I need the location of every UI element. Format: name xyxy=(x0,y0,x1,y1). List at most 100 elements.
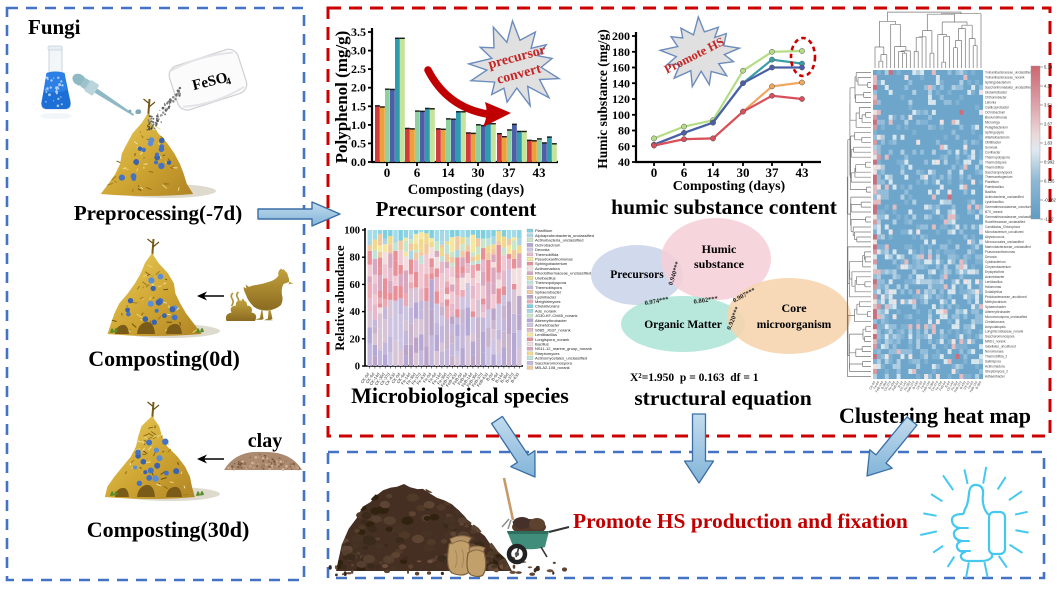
svg-text:X²=1.950 p = 0.163 df = 1: X²=1.950 p = 0.163 df = 1 xyxy=(630,372,759,384)
svg-text:37: 37 xyxy=(766,165,780,180)
svg-text:Composting(0d): Composting(0d) xyxy=(88,346,240,371)
svg-text:Chryseobacterium: Chryseobacterium xyxy=(985,265,1011,269)
svg-text:JG30-KF-CM45_norank: JG30-KF-CM45_norank xyxy=(535,313,577,318)
svg-text:Abyssicoccus: Abyssicoccus xyxy=(985,235,1005,239)
svg-text:30: 30 xyxy=(737,165,750,180)
svg-text:Polyphenol (mg/g): Polyphenol (mg/g) xyxy=(332,31,351,164)
svg-text:Sphaerobacter: Sphaerobacter xyxy=(985,305,1007,309)
svg-text:180: 180 xyxy=(612,45,630,59)
svg-text:humic substance content: humic substance content xyxy=(611,195,838,219)
svg-text:Actinomadura: Actinomadura xyxy=(535,266,560,271)
svg-text:14: 14 xyxy=(442,165,456,180)
svg-text:20: 20 xyxy=(350,334,361,345)
svg-text:0.974***: 0.974*** xyxy=(644,296,669,307)
svg-text:Fe-0d: Fe-0d xyxy=(422,371,433,383)
svg-text:CK-0d: CK-0d xyxy=(868,380,876,390)
svg-text:14: 14 xyxy=(707,165,721,180)
svg-text:Saccharimonadales_unclassified: Saccharimonadales_unclassified xyxy=(985,86,1032,90)
svg-text:140: 140 xyxy=(612,76,630,90)
svg-text:Actinomycetales_unclassified: Actinomycetales_unclassified xyxy=(535,356,587,361)
svg-text:CK-37d: CK-37d xyxy=(883,380,892,392)
svg-text:Chelativorans: Chelativorans xyxy=(985,320,1005,324)
svg-text:0.992: 0.992 xyxy=(1044,160,1055,165)
svg-text:60: 60 xyxy=(350,280,361,291)
svg-text:0.802***: 0.802*** xyxy=(693,295,718,305)
svg-text:FeB-14d: FeB-14d xyxy=(874,380,884,393)
svg-text:Actinomadura: Actinomadura xyxy=(985,365,1005,369)
svg-text:Oblitibacter: Oblitibacter xyxy=(985,140,1002,144)
svg-text:0.0: 0.0 xyxy=(351,155,366,169)
svg-text:Halomonas: Halomonas xyxy=(985,285,1002,289)
svg-text:Alphaproteobacteria_unclassifi: Alphaproteobacteria_unclassified xyxy=(535,233,594,238)
svg-text:6: 6 xyxy=(681,165,688,180)
svg-text:Ads_norank: Ads_norank xyxy=(535,308,556,313)
svg-text:Precursors: Precursors xyxy=(610,269,664,281)
svg-text:B-30d: B-30d xyxy=(499,371,510,384)
svg-text:Acinetobacter: Acinetobacter xyxy=(985,275,1005,279)
svg-text:Sphingopyxis: Sphingopyxis xyxy=(985,130,1004,134)
svg-text:Saccharomonospora: Saccharomonospora xyxy=(985,335,1015,339)
svg-text:Core: Core xyxy=(781,301,807,315)
svg-text:Melghirimyces: Melghirimyces xyxy=(535,299,561,304)
svg-text:Chelativorans: Chelativorans xyxy=(535,304,559,309)
svg-text:Fungi: Fungi xyxy=(28,15,81,39)
svg-text:microorganism: microorganism xyxy=(757,319,832,331)
svg-text:CK-0d: CK-0d xyxy=(963,380,971,390)
svg-text:Glutamicibacter: Glutamicibacter xyxy=(985,91,1008,95)
svg-text:Thermobifida_2: Thermobifida_2 xyxy=(985,355,1007,359)
svg-text:1.5: 1.5 xyxy=(351,99,366,113)
svg-text:Candidatus_Chloroploca: Candidatus_Chloroploca xyxy=(985,225,1020,229)
svg-text:B-37d: B-37d xyxy=(504,371,515,384)
svg-text:Humic substance (mg/g): Humic substance (mg/g) xyxy=(595,29,610,169)
svg-text:FeB-14d: FeB-14d xyxy=(969,380,979,393)
svg-text:Saccharomonospora: Saccharomonospora xyxy=(535,360,573,365)
svg-text:B-14d: B-14d xyxy=(494,371,505,384)
svg-text:Devosia: Devosia xyxy=(985,255,997,259)
svg-text:FeB-0d: FeB-0d xyxy=(891,380,900,391)
svg-text:Rhodothermaceae_unclassified: Rhodothermaceae_unclassified xyxy=(535,271,591,276)
svg-text:2.0: 2.0 xyxy=(351,81,366,95)
svg-text:Microvirga: Microvirga xyxy=(985,120,1000,124)
svg-text:0.5: 0.5 xyxy=(351,136,366,150)
svg-text:CK-0d: CK-0d xyxy=(390,371,401,384)
svg-text:Thermopolyspora: Thermopolyspora xyxy=(985,155,1010,159)
svg-text:5.18: 5.18 xyxy=(1044,65,1053,70)
svg-text:Lentibacillus: Lentibacillus xyxy=(535,332,557,337)
svg-text:1.0: 1.0 xyxy=(351,118,366,132)
svg-text:substance: substance xyxy=(694,257,745,271)
svg-text:B-6d: B-6d xyxy=(490,371,500,382)
svg-text:FeB-0d: FeB-0d xyxy=(938,380,947,391)
svg-text:Alterileibacterium: Alterileibacterium xyxy=(985,135,1010,139)
svg-text:Thermacetogenium: Thermacetogenium xyxy=(985,175,1013,179)
svg-text:Devosia: Devosia xyxy=(535,247,550,252)
svg-text:43: 43 xyxy=(533,165,547,180)
svg-text:4.34: 4.34 xyxy=(1044,84,1053,89)
svg-text:40: 40 xyxy=(350,307,361,318)
svg-text:Sphingobacterium: Sphingobacterium xyxy=(985,81,1011,85)
svg-text:Ochrobactrum: Ochrobactrum xyxy=(985,110,1006,114)
svg-text:NS11-12_marine_group_norank: NS11-12_marine_group_norank xyxy=(535,346,592,351)
svg-text:3.51: 3.51 xyxy=(1044,103,1053,108)
svg-text:Longispora_norank: Longispora_norank xyxy=(535,337,569,342)
svg-text:Acinetobacter: Acinetobacter xyxy=(535,323,560,328)
svg-text:Humic: Humic xyxy=(702,242,737,256)
svg-text:Sphingobacterium: Sphingobacterium xyxy=(535,261,568,266)
svg-text:S085_JG37_norank: S085_JG37_norank xyxy=(535,327,571,332)
svg-text:B-0d: B-0d xyxy=(485,371,495,382)
svg-text:Planifilum: Planifilum xyxy=(535,228,553,233)
svg-text:Sunxiuia: Sunxiuia xyxy=(985,145,997,149)
svg-text:Thermobifida: Thermobifida xyxy=(985,165,1004,169)
svg-text:80: 80 xyxy=(618,124,630,138)
svg-text:0: 0 xyxy=(651,165,658,180)
svg-text:clay: clay xyxy=(248,430,282,452)
svg-text:Planifilum: Planifilum xyxy=(985,180,999,184)
svg-text:B-30d: B-30d xyxy=(975,380,983,390)
svg-text:Brevundimonas: Brevundimonas xyxy=(985,115,1008,119)
svg-text:Fe-6d: Fe-6d xyxy=(873,380,881,389)
svg-text:Streptomyces_2: Streptomyces_2 xyxy=(985,370,1008,374)
svg-text:Composting (days): Composting (days) xyxy=(673,179,786,194)
svg-text:Gemmatimonadaceae_uncultured: Gemmatimonadaceae_uncultured xyxy=(985,205,1033,209)
svg-text:160: 160 xyxy=(612,61,630,75)
svg-text:CK-14d: CK-14d xyxy=(899,380,908,392)
svg-text:FeB-37d: FeB-37d xyxy=(906,380,916,393)
